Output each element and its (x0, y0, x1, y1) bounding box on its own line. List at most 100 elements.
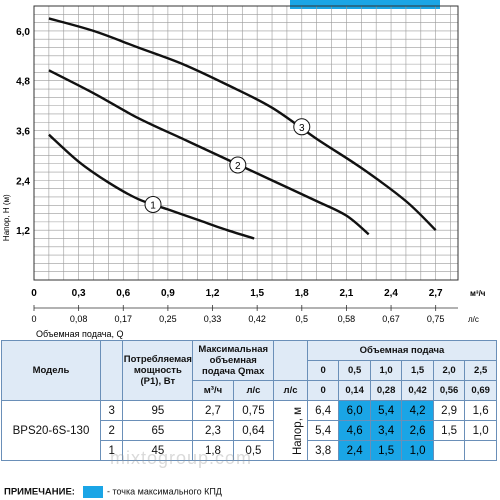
grid (33, 5, 458, 281)
series-line-3 (48, 17, 437, 232)
model-name: BPS20-6S-130 (1, 400, 101, 461)
note: ПРИМЕЧАНИЕ: - точка максимального КПД (4, 486, 222, 498)
note-text: - точка максимального КПД (106, 486, 222, 497)
x-tick-label: 2,1 (339, 288, 353, 299)
curve-marker-label: 2 (235, 161, 241, 172)
curve-marker-3 (293, 118, 311, 136)
x-tick-label: 1,5 (250, 288, 264, 299)
head-value-highlight: 5,4 (369, 400, 403, 421)
x2-tick-label: 0,75 (427, 314, 445, 324)
qmax-unit-m3h: м³/ч (192, 380, 234, 401)
flow-m3h-4: 2,0 (432, 360, 466, 381)
x-axis-label: Объемная подача, Q (36, 329, 123, 339)
series-line-2 (48, 69, 370, 236)
head-label: Напор, м (273, 400, 308, 461)
flow-ls-2: 0,28 (369, 380, 403, 401)
qmax-m3h: 2,7 (192, 400, 234, 421)
head-value (464, 440, 497, 461)
flow-m3h-1: 0,5 (338, 360, 371, 381)
speed: 2 (99, 420, 124, 441)
x-unit-ls: л/с (468, 315, 479, 324)
watermark: mixtogroup.com (110, 448, 253, 468)
head-value: 1,5 (432, 420, 466, 441)
flow-ls-5: 0,69 (464, 380, 497, 401)
flow-m3h-5: 2,5 (464, 360, 497, 381)
head-value-highlight: 1,5 (369, 440, 403, 461)
y-tick-label: 4,8 (16, 77, 30, 88)
x2-tick-label: 0,58 (338, 314, 356, 324)
header-band (290, 0, 440, 9)
highlight-swatch (82, 486, 103, 498)
head-value: 3,8 (306, 440, 340, 461)
head-value-highlight: 4,6 (338, 420, 371, 441)
head-value-highlight: 2,6 (401, 420, 434, 441)
y-tick-label: 3,6 (16, 127, 30, 138)
x2-tick-label: 0,08 (70, 314, 88, 324)
x2-tick-label: 0,42 (248, 314, 266, 324)
qmax-unit-ls: л/с (232, 380, 275, 401)
x2-tick-label: 0 (31, 314, 36, 324)
curve-marker-2 (229, 156, 247, 174)
table-row: 2 65 2,3 0,64 5,4 4,6 3,4 2,6 1,5 1,0 (2, 420, 497, 441)
pump-curve-chart: 1 2 3 0 0,3 0,6 0,9 1,2 1,5 1,8 2,1 2,4 2,7 м³/ч 0 0,0… (2, 0, 486, 339)
x-tick-label: 0,6 (116, 288, 130, 299)
col-flow-header: Объемная подача (306, 340, 498, 361)
note-title: ПРИМЕЧАНИЕ: (4, 486, 75, 498)
power: 95 (122, 400, 194, 421)
x-tick-label: 0,3 (72, 288, 86, 299)
head-value-highlight: 1,0 (401, 440, 434, 461)
head-value: 1,6 (464, 400, 497, 421)
flow-ls-3: 0,42 (401, 380, 434, 401)
y-tick-label: 1,2 (16, 226, 30, 237)
col-power-header: Потребляемая мощность (Р1), Вт (122, 340, 194, 401)
plot-frame (33, 5, 459, 281)
x2-tick-label: 0,17 (114, 314, 132, 324)
axis-labels: 0 0,3 0,6 0,9 1,2 1,5 1,8 2,1 2,4 2,7 м³/ч 0 0,08 0,1… (2, 27, 486, 339)
x-tick-label: 2,4 (384, 288, 398, 299)
head-value-highlight: 3,4 (369, 420, 403, 441)
y-tick-label: 2,4 (16, 176, 30, 187)
flow-m3h-0: 0 (306, 360, 340, 381)
x-unit-m3h: м³/ч (470, 289, 486, 298)
head-value (432, 440, 466, 461)
qmax-ls: 0,64 (232, 420, 275, 441)
flow-m3h-3: 1,5 (401, 360, 434, 381)
curve-marker-1 (144, 195, 162, 213)
col-model-header: Модель (1, 340, 101, 401)
curve-marker-label: 3 (299, 123, 305, 134)
x-tick-label: 0,9 (161, 288, 175, 299)
head-value: 2,9 (432, 400, 466, 421)
col-qmax-header: Максимальная объемная подача Qmax (192, 340, 275, 381)
head-value: 6,4 (306, 400, 340, 421)
head-value-highlight: 2,4 (338, 440, 371, 461)
spec-table: Модель Потребляемая мощность (Р1), Вт Ма… (1, 340, 498, 461)
y-tick-label: 6,0 (16, 27, 30, 38)
x2-tick-label: 0,33 (204, 314, 222, 324)
power: 45 (122, 440, 194, 461)
axes (33, 5, 459, 311)
x-tick-label: 1,8 (295, 288, 309, 299)
head-value-highlight: 6,0 (338, 400, 371, 421)
curves: 1 2 3 (48, 17, 437, 240)
col-speed-header (99, 340, 124, 401)
series-line-1 (48, 133, 255, 240)
x2-tick-label: 0,25 (159, 314, 177, 324)
x2-tick-label: 0,67 (382, 314, 400, 324)
x-tick-label: 0 (31, 288, 37, 299)
flow-ls-0: 0 (306, 380, 340, 401)
qmax-m3h: 2,3 (192, 420, 234, 441)
y-axis-label: Напор, Н (м) (2, 194, 11, 241)
flow-m3h-unit-placeholder (273, 340, 308, 381)
head-value-highlight: 4,2 (401, 400, 434, 421)
table-row: 1 45 1,8 0,5 3,8 2,4 1,5 1,0 (2, 440, 497, 461)
x2-tick-label: 0,5 (296, 314, 309, 324)
x-tick-label: 1,2 (206, 288, 220, 299)
flow-ls-4: 0,56 (432, 380, 466, 401)
curve-marker-label: 1 (150, 200, 156, 211)
qmax-ls: 0,5 (232, 440, 275, 461)
x-tick-label: 2,7 (429, 288, 443, 299)
speed: 3 (99, 400, 124, 421)
head-value: 5,4 (306, 420, 340, 441)
table-row: BPS20-6S-130 3 95 2,7 0,75 Напор, м 6,4 … (1, 400, 497, 461)
qmax-ls: 0,75 (232, 400, 275, 421)
